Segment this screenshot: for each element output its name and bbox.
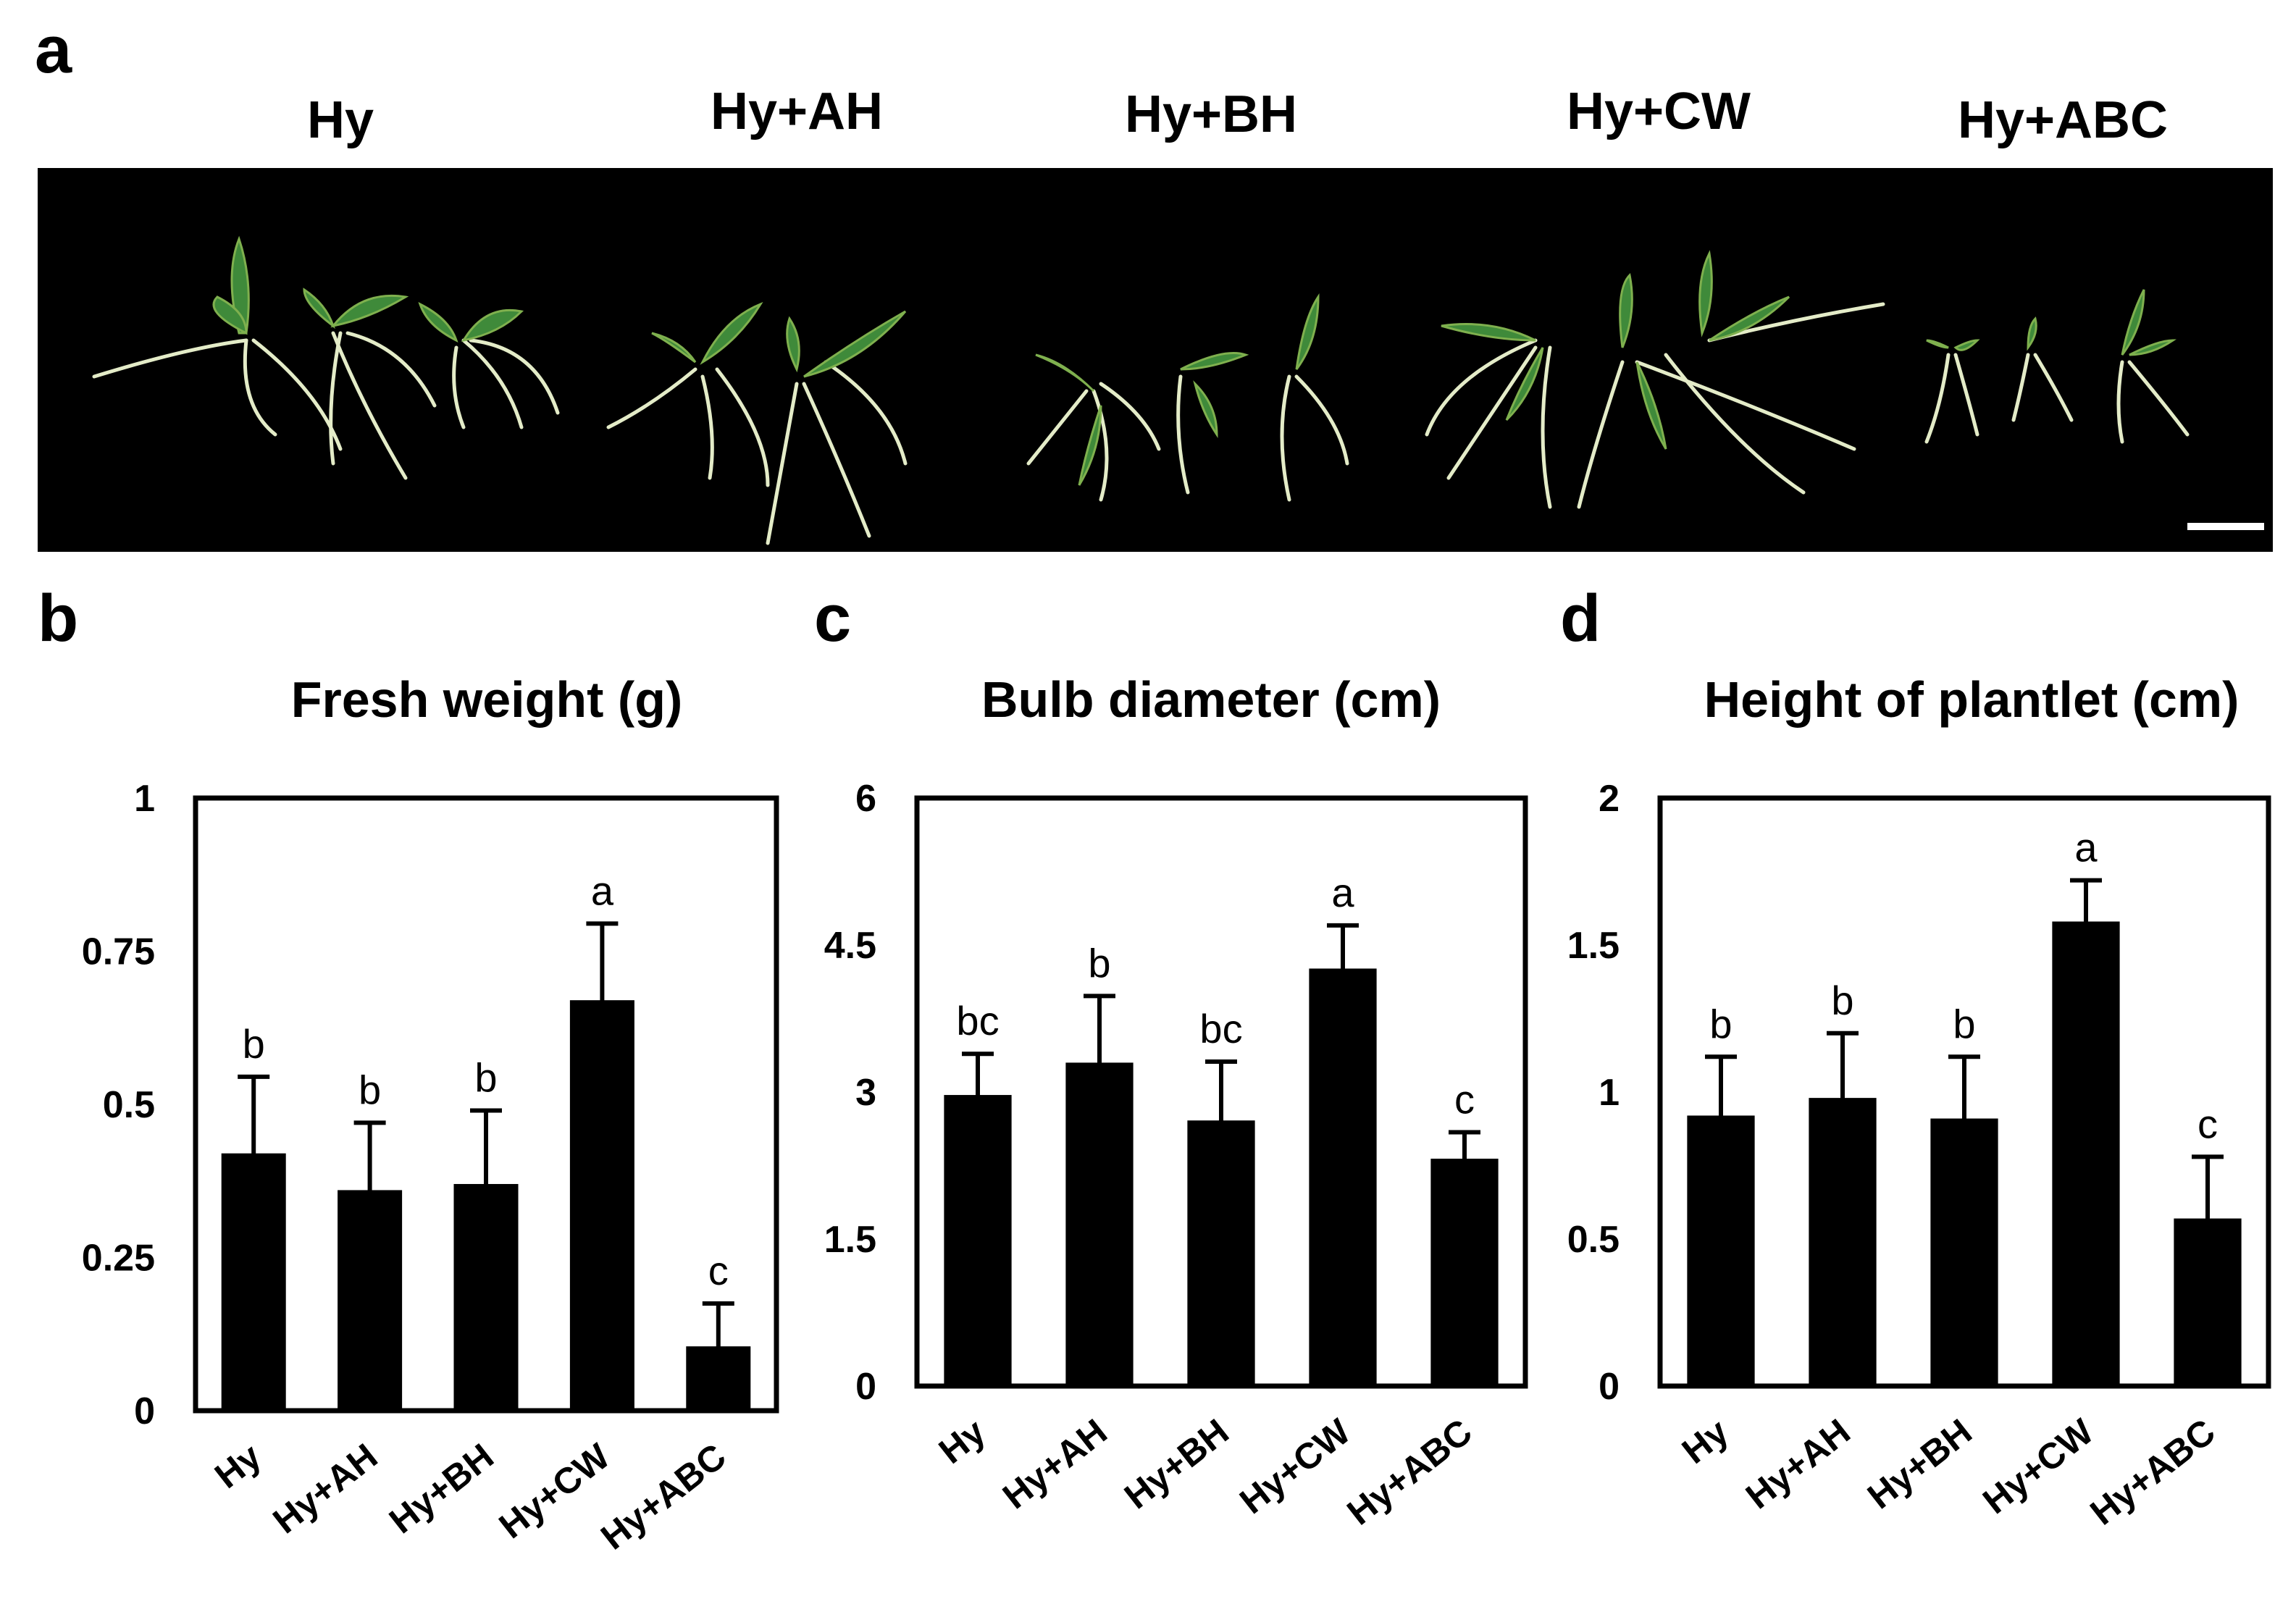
photo-label-hy-bh: Hy+BH <box>1125 85 1297 143</box>
plantlet-roots <box>92 302 2190 545</box>
x-tick-label-hy-ah: Hy+AH <box>266 1436 385 1542</box>
chart-plantlet-height: d Height of plantlet (cm) 0 0.5 1 1.5 2 b Hy b H… <box>1560 582 2271 1533</box>
error-bar-hy-cw <box>586 921 619 1079</box>
y-tick-label: 1.5 <box>824 1219 876 1261</box>
x-tick-label-hy-bh: Hy+BH <box>1860 1411 1979 1517</box>
plot-area-bulb-diameter: 0 1.5 3 4.5 6 bc Hy b Hy+AH bc Hy+BH a Hy+CW c Hy+ABC <box>824 778 1528 1533</box>
error-bar-hy-ah <box>1084 994 1115 1132</box>
y-tick-label: 3 <box>855 1072 876 1114</box>
significance-label-hy-bh: b <box>1953 1001 1975 1046</box>
y-tick-label: 0.25 <box>82 1238 155 1280</box>
photo-label-hy-cw: Hy+CW <box>1567 83 1751 140</box>
significance-label-hy-cw: a <box>591 868 614 913</box>
bar-hy-cw <box>1309 968 1377 1386</box>
chart-fresh-weight: b Fresh weight (g) 0 0.25 0.5 0.75 1 b Hy b Hy+A… <box>38 582 779 1558</box>
significance-label-hy-bh: b <box>474 1054 497 1100</box>
error-bar-hy-bh <box>470 1108 502 1260</box>
significance-label-hy-ah: b <box>1831 978 1853 1023</box>
error-bar-hy-abc <box>1449 1130 1480 1188</box>
x-tick-label-hy-abc: Hy+ABC <box>593 1436 733 1558</box>
x-tick-label-hy-ah: Hy+AH <box>995 1411 1115 1517</box>
chart-title-bulb-diameter: Bulb diameter (cm) <box>981 671 1441 728</box>
x-tick-label-hy: Hy <box>207 1435 269 1496</box>
significance-label-hy-ah: b <box>1088 940 1110 986</box>
significance-label-hy: bc <box>956 998 999 1044</box>
error-bar-hy <box>962 1051 994 1138</box>
plot-area-fresh-weight: 00.250.50.751bHybHy+AHbHy+BHaHy+CWcHy+AB… <box>82 778 779 1558</box>
y-tick-label: 0 <box>855 1366 876 1408</box>
significance-label-hy-abc: c <box>2197 1101 2218 1146</box>
bar-hy <box>944 1095 1012 1386</box>
bar-hy-abc <box>1430 1159 1499 1386</box>
photo-label-hy: Hy <box>307 91 374 149</box>
y-tick-label: 6 <box>855 778 876 820</box>
y-tick-label: 1 <box>134 778 155 820</box>
plot-frame <box>193 795 779 1414</box>
y-tick-label: 1.5 <box>1567 925 1620 967</box>
chart-title-plantlet-height: Height of plantlet (cm) <box>1704 671 2240 728</box>
scale-bar <box>2187 523 2264 530</box>
x-tick-label-hy-cw: Hy+CW <box>1232 1411 1358 1521</box>
photo-label-hy-ah: Hy+AH <box>711 83 883 140</box>
error-bar-hy-bh <box>1205 1059 1237 1182</box>
significance-label-hy-ah: b <box>359 1067 381 1112</box>
x-tick-label-hy-abc: Hy+ABC <box>1340 1411 1480 1533</box>
panel-letter-b: b <box>38 582 78 655</box>
error-bar-hy <box>1705 1054 1737 1177</box>
y-tick-label: 0 <box>134 1390 155 1432</box>
x-tick-label-hy-cw: Hy+CW <box>1975 1411 2101 1521</box>
significance-label-hy-bh: bc <box>1199 1006 1242 1051</box>
significance-label-hy: b <box>1709 1001 1732 1046</box>
x-tick-label-hy: Hy <box>931 1411 993 1472</box>
error-bar-hy-abc <box>702 1301 734 1392</box>
significance-label-hy-abc: c <box>708 1248 729 1293</box>
y-tick-label: 0.5 <box>103 1084 155 1126</box>
x-tick-label-hy: Hy <box>1675 1411 1736 1472</box>
significance-label-hy-cw: a <box>1331 870 1354 915</box>
photo-label-hy-abc: Hy+ABC <box>1958 91 2168 149</box>
chart-title-fresh-weight: Fresh weight (g) <box>291 671 683 728</box>
plantlet-leaves <box>212 235 2176 486</box>
x-tick-label-hy-bh: Hy+BH <box>1117 1411 1236 1517</box>
y-tick-label: 2 <box>1599 778 1620 820</box>
significance-label-hy-cw: a <box>2074 825 2098 870</box>
plot-area-plantlet-height: 0 0.5 1 1.5 2 b Hy b Hy+AH b Hy+BH a Hy+CW c Hy+ABC <box>1567 778 2271 1533</box>
significance-label-hy: b <box>243 1021 265 1067</box>
photo-background <box>38 168 2273 552</box>
x-tick-label-hy-bh: Hy+BH <box>382 1436 501 1542</box>
error-bar-hy-ah <box>1827 1030 1859 1165</box>
panel-a-photo: a Hy Hy+AH Hy+BH Hy+CW Hy+ABC <box>35 13 2273 552</box>
panel-letter-c: c <box>814 582 851 655</box>
error-bar-hy-ah <box>353 1120 386 1260</box>
x-tick-label-hy-abc: Hy+ABC <box>2083 1411 2223 1533</box>
error-bar-hy-abc <box>2192 1154 2224 1283</box>
y-tick-label: 0 <box>1599 1366 1620 1408</box>
plot-frame <box>914 795 1528 1389</box>
error-bar-hy-cw <box>1327 923 1359 1015</box>
y-tick-label: 4.5 <box>824 925 876 967</box>
error-bar-hy <box>238 1074 270 1233</box>
significance-label-hy-abc: c <box>1454 1076 1475 1122</box>
y-tick-label: 0.5 <box>1567 1219 1620 1261</box>
error-bar-hy-cw <box>2070 878 2102 965</box>
y-tick-label: 1 <box>1599 1072 1620 1114</box>
bar-hy-cw <box>2052 921 2120 1386</box>
x-tick-label-hy-ah: Hy+AH <box>1738 1411 1858 1517</box>
plot-frame <box>1657 795 2271 1389</box>
y-tick-label: 0.75 <box>82 931 155 973</box>
error-bar-hy-bh <box>1948 1054 1980 1183</box>
panel-letter-a: a <box>35 13 72 87</box>
panel-letter-d: d <box>1560 582 1601 655</box>
chart-bulb-diameter: c Bulb diameter (cm) 0 1.5 3 4.5 6 bc Hy b Hy+AH… <box>814 582 1528 1533</box>
